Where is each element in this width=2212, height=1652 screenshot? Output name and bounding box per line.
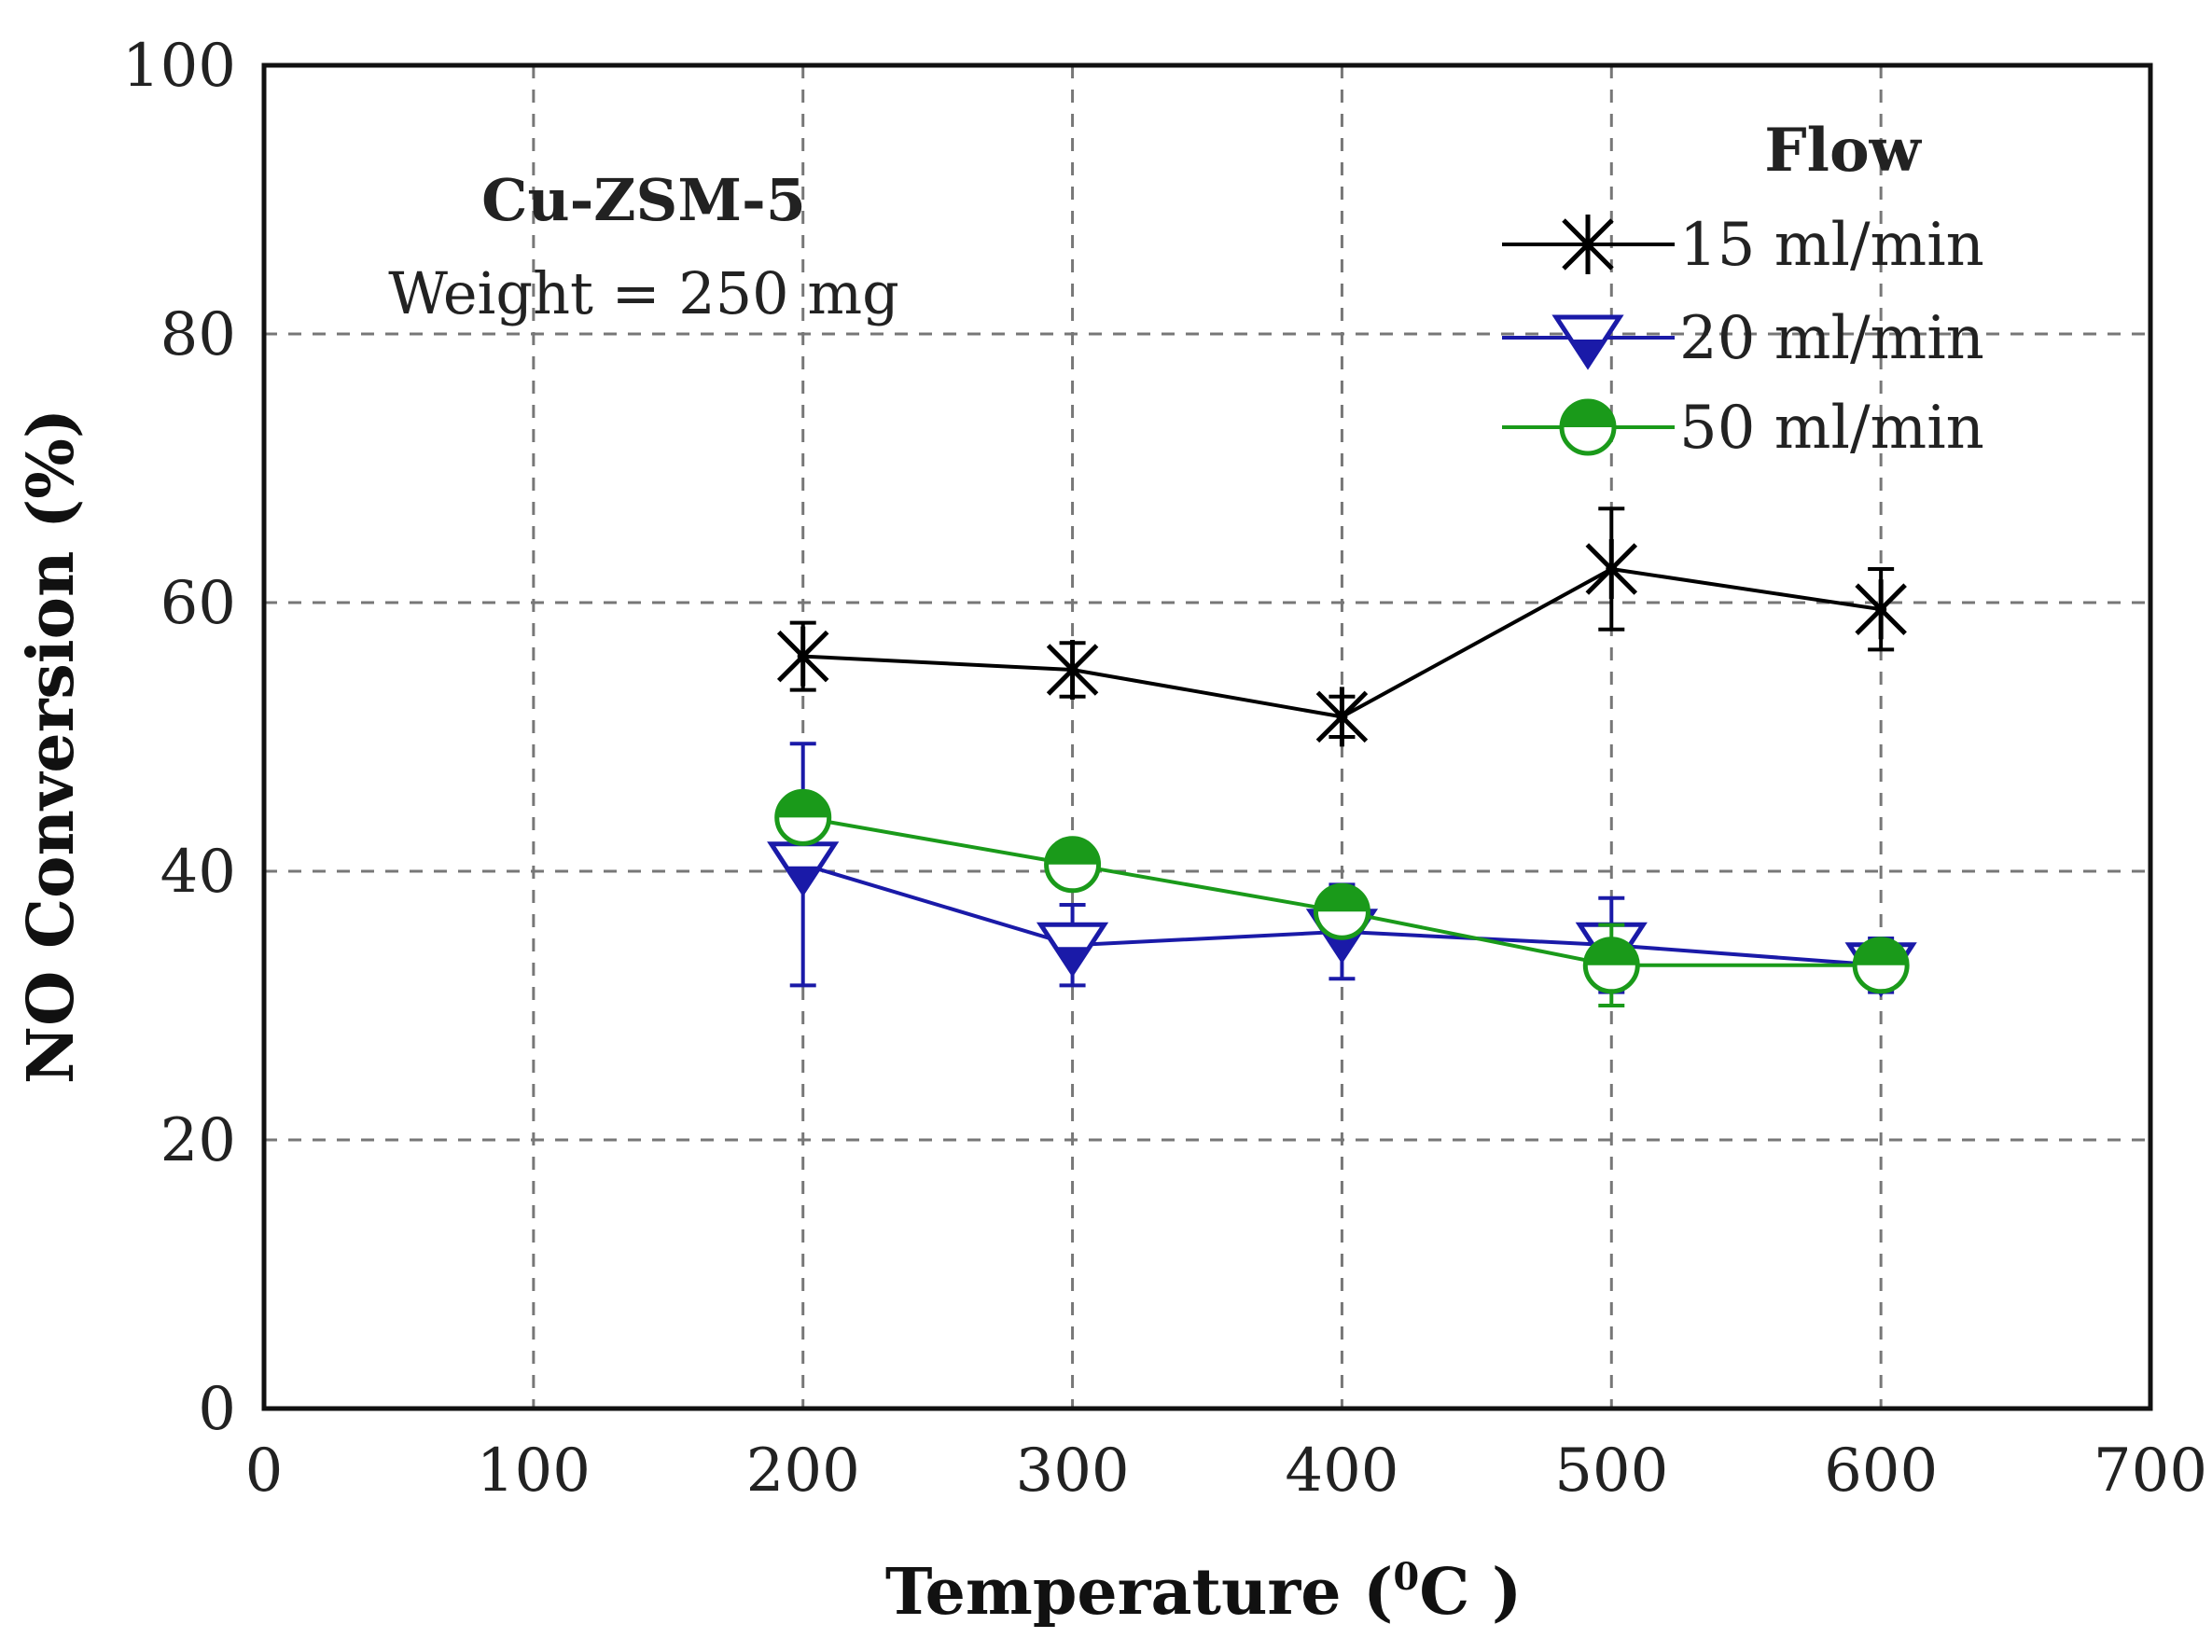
data-point [1585,539,1638,599]
data-point [767,841,840,897]
series-2 [774,788,1910,1007]
x-tick-label: 600 [1824,1437,1938,1506]
data-point [1855,579,1907,640]
legend-marker [1559,398,1617,456]
data-point [1582,937,1640,994]
y-tick-label: 80 [160,300,236,369]
plot-area [261,62,2153,1411]
legend-item-2: 50 ml/min [1502,394,1984,463]
x-axis-title: Temperature (0C ) [885,1555,1522,1630]
series-0 [776,507,1907,747]
legend-label: 20 ml/min [1679,304,1984,373]
x-tick-label: 700 [2094,1437,2207,1506]
x-tick-label: 100 [477,1437,591,1506]
x-tick-label: 500 [1554,1437,1668,1506]
legend: 15 ml/min 20 ml/min 50 ml/min [1502,211,1984,463]
x-tick-label: 200 [746,1437,860,1506]
data-point [1036,922,1109,978]
x-axis-title-superscript: 0 [1393,1555,1419,1599]
grid [264,65,2150,1409]
annotation-weight: Weight = 250 mg [388,259,899,327]
legend-label: 15 ml/min [1679,211,1984,280]
legend-marker [1551,314,1624,370]
x-axis-title-main: Temperature ( [885,1555,1394,1630]
x-tick-label: 400 [1285,1437,1398,1506]
legend-marker [1562,215,1614,274]
data-point [776,626,829,687]
annotation-catalyst: Cu-ZSM-5 [481,166,806,234]
data-point [1046,640,1099,700]
data-point [1313,882,1370,940]
series-layer [767,507,1917,1007]
x-tick-label: 0 [245,1437,284,1506]
y-tick-label: 40 [160,838,236,907]
y-tick-label: 100 [122,32,236,101]
y-axis-title: NO Conversion (%) [14,409,89,1084]
y-tick-label: 60 [160,569,236,638]
y-tick-label: 20 [160,1106,236,1175]
data-point [1852,937,1910,994]
legend-label: 50 ml/min [1679,394,1984,463]
x-axis-title-end: C ) [1419,1555,1522,1630]
data-point [1044,836,1102,894]
data-point [774,788,832,846]
legend-title: Flow [1764,116,1922,186]
data-point [1315,687,1369,747]
legend-item-0: 15 ml/min [1502,211,1984,280]
tick-labels: 0 100 200 300 400 500 600 700 0 20 40 60 80 100 [122,32,2207,1506]
y-tick-label: 0 [198,1375,236,1444]
legend-item-1: 20 ml/min [1502,304,1984,373]
x-tick-label: 300 [1015,1437,1129,1506]
